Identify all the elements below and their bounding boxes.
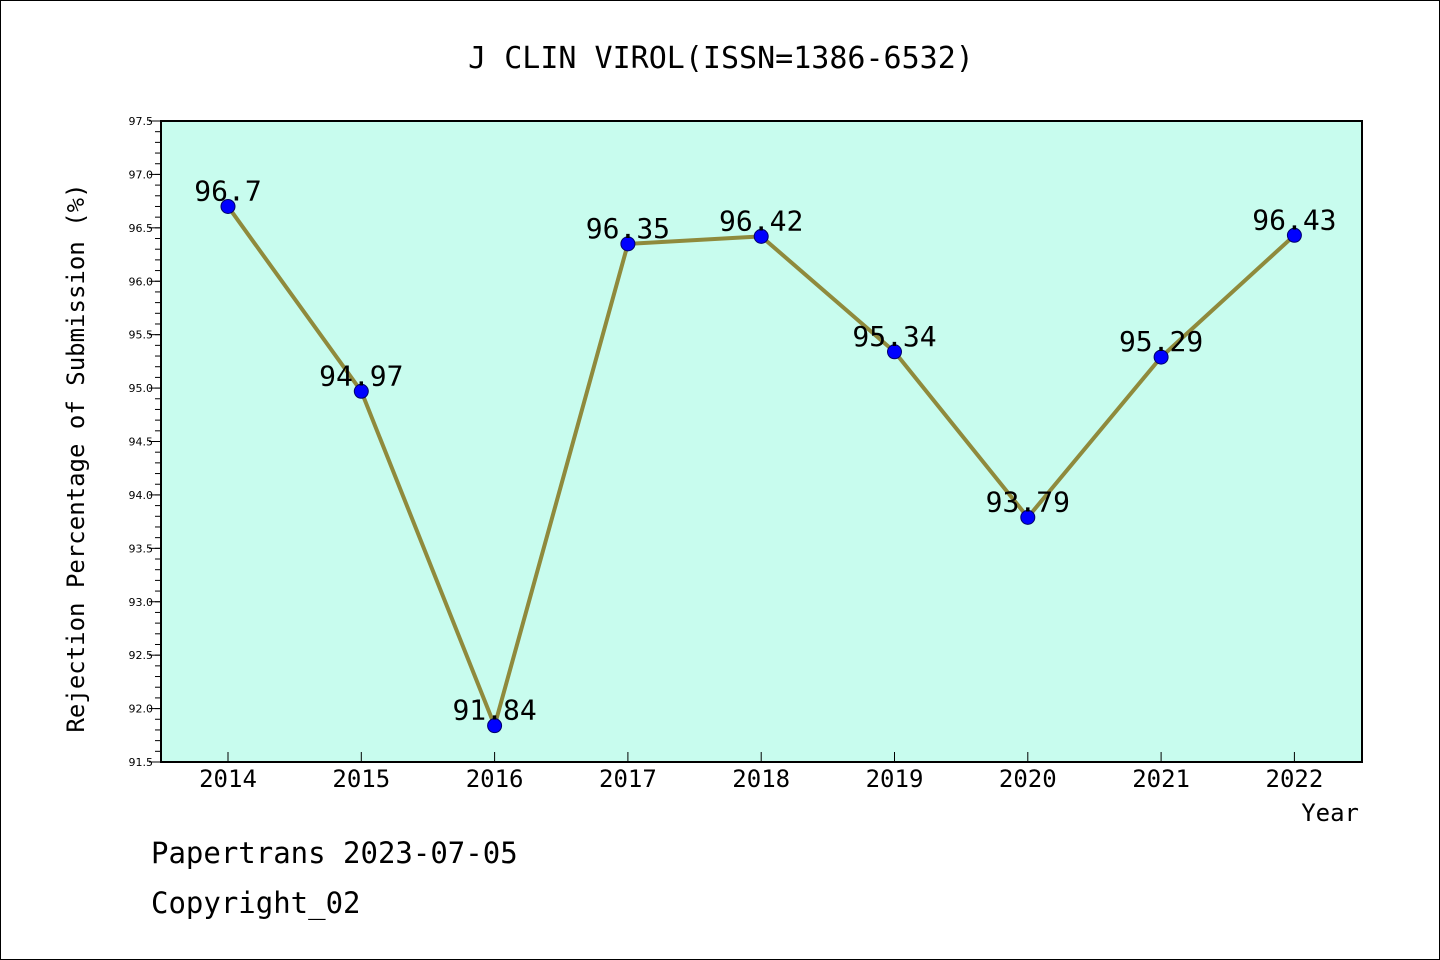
data-label: 96.35: [586, 212, 670, 245]
x-tick-label: 2019: [866, 765, 924, 793]
x-tick-label: 2022: [1266, 765, 1324, 793]
data-point: [1286, 227, 1302, 243]
x-tick-label: 2017: [599, 765, 657, 793]
data-label: 93.79: [986, 485, 1070, 518]
data-label: 91.84: [452, 694, 536, 727]
x-tick-label: 2016: [466, 765, 524, 793]
data-point: [1020, 509, 1036, 525]
y-tick-label: 93.0: [129, 596, 154, 609]
data-label: 95.34: [852, 320, 936, 353]
data-point: [887, 344, 902, 360]
y-tick-label: 97.5: [129, 115, 154, 128]
y-tick-label: 96.5: [129, 222, 154, 235]
data-point: [220, 198, 236, 214]
data-point: [487, 718, 503, 734]
x-tick-label: 2014: [199, 765, 257, 793]
plot-area: [160, 120, 1363, 763]
footer-copyright: Copyright_02: [151, 886, 361, 920]
data-point: [1153, 349, 1169, 365]
y-tick-label: 93.5: [129, 542, 154, 555]
data-point: [353, 383, 369, 399]
y-tick-label: 95.0: [129, 382, 154, 395]
chart-title: J CLIN VIROL(ISSN=1386-6532): [468, 41, 974, 76]
y-tick-label: 92.5: [129, 649, 154, 662]
x-axis-ticks: 2014 2015 2016 2017 2018 2019 2020 2021 2022: [199, 752, 1323, 793]
series-markers: [220, 198, 1302, 734]
y-axis-label: Rejection Percentage of Submission (%): [62, 183, 90, 732]
data-label: 96.7: [194, 174, 261, 207]
data-point: [753, 228, 769, 244]
y-tick-label: 97.0: [129, 168, 154, 181]
y-tick-label: 95.5: [129, 329, 154, 342]
data-labels: 96.7 94.97 91.84 96.35 96.42 95.34 93.79 95.29 9…: [194, 174, 1336, 726]
data-point: [620, 236, 636, 252]
y-tick-label: 92.0: [129, 703, 154, 716]
y-tick-label: 94.0: [129, 489, 154, 502]
y-tick-label: 94.5: [129, 436, 154, 449]
x-tick-label: 2018: [732, 765, 790, 793]
x-tick-label: 2015: [332, 765, 390, 793]
data-label: 95.29: [1119, 325, 1203, 358]
x-tick-label: 2020: [999, 765, 1057, 793]
data-label: 94.97: [319, 359, 403, 392]
data-label: 96.43: [1252, 203, 1336, 236]
footer-date: Papertrans 2023-07-05: [151, 836, 518, 870]
y-axis-ticks: 91.5 92.0 92.5 93.0 93.5 94.0 94.5 95.0 95.5 96.0…: [129, 115, 161, 769]
y-tick-label: 96.0: [129, 275, 154, 288]
x-axis-label: Year: [1301, 799, 1359, 827]
x-tick-label: 2021: [1132, 765, 1190, 793]
y-tick-label: 91.5: [129, 756, 154, 769]
data-label: 96.42: [719, 204, 803, 237]
